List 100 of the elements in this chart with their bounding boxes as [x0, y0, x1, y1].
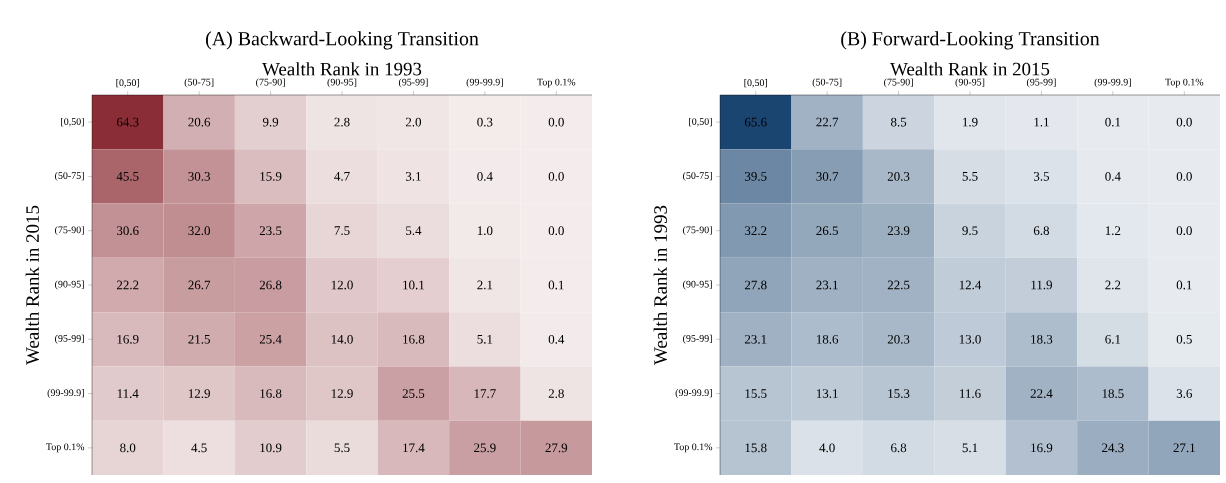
data-label: 22.5 [887, 280, 910, 290]
data-label: 5.5 [962, 172, 978, 181]
data-label: 9.5 [962, 226, 978, 236]
x-tick-label: (99-99.9] [1094, 78, 1131, 88]
data-label: 11.6 [960, 389, 981, 398]
data-label: 5.1 [477, 334, 493, 344]
y-tick-label: (75-90] [683, 226, 712, 236]
x-tick-label: [0,50] [744, 79, 768, 88]
x-tick-label: (75-90] [256, 78, 285, 88]
data-label: 11.4 [117, 389, 139, 398]
x-tick-label: (50-75] [184, 78, 214, 88]
data-label: 20.3 [887, 334, 910, 344]
data-label: 64.3 [116, 117, 139, 127]
data-label: 15.8 [745, 443, 767, 453]
data-label: 16.9 [1031, 443, 1053, 453]
x-tick-label: Top 0.1% [537, 78, 576, 88]
y-tick-label: [0,50] [61, 117, 84, 127]
data-label: 2.0 [405, 117, 422, 127]
data-label: 0.1 [548, 280, 564, 290]
y-tick-label: (90-95] [55, 280, 84, 290]
data-label: 14.0 [331, 334, 353, 344]
data-label: 9.9 [262, 117, 279, 127]
data-label: 23.1 [744, 334, 767, 344]
data-label: 4.5 [191, 443, 207, 453]
data-label: 15.5 [745, 389, 767, 398]
y-axis-title: Wealth Rank in 1993 [653, 205, 668, 365]
chart-title: (A) Backward-Looking Transition [206, 31, 479, 50]
data-label: 39.5 [745, 172, 767, 181]
x-axis-title: Wealth Rank in 1993 [262, 62, 422, 76]
data-label: 21.5 [188, 334, 210, 344]
data-label: 6.8 [1033, 226, 1050, 236]
data-label: 0.1 [1176, 280, 1192, 290]
data-label: 16.9 [117, 334, 139, 344]
data-label: 13.1 [816, 389, 838, 398]
data-label: 25.9 [474, 443, 496, 453]
y-tick-label: (50-75] [683, 171, 712, 181]
data-label: 0.4 [477, 172, 493, 181]
data-label: 27.9 [545, 443, 568, 453]
data-label: 30.7 [816, 172, 839, 181]
data-label: 0.0 [548, 226, 564, 236]
data-label: 5.1 [962, 443, 978, 453]
data-label: 6.8 [891, 443, 907, 453]
data-label: 20.3 [887, 172, 910, 181]
data-label: 15.3 [888, 389, 910, 398]
data-label: 0.4 [548, 334, 565, 344]
data-label: 2.2 [1105, 280, 1121, 290]
x-tick-label: (75-90] [884, 78, 913, 88]
data-label: 12.0 [331, 280, 353, 290]
data-label: 10.1 [403, 280, 424, 290]
data-label: 8.0 [120, 443, 136, 453]
data-label: 16.8 [260, 389, 282, 398]
data-label: 26.7 [188, 280, 211, 290]
data-label: 22.2 [116, 280, 139, 290]
data-label: 7.5 [334, 226, 350, 236]
y-tick-label: (90-95] [683, 280, 712, 290]
data-label: 1.9 [963, 117, 978, 127]
data-label: 3.1 [405, 172, 421, 181]
y-tick-label: (95-99] [683, 334, 712, 344]
data-label: 2.8 [334, 117, 350, 127]
y-axis-title: Wealth Rank in 2015 [25, 205, 40, 365]
data-label: 25.5 [402, 389, 425, 398]
x-tick-label: (90-95] [327, 78, 357, 88]
y-tick-label: (75-90] [55, 226, 84, 236]
x-tick-label: (99-99.9] [466, 78, 503, 88]
data-label: 8.5 [890, 117, 907, 127]
x-axis-title: Wealth Rank in 2015 [890, 62, 1050, 76]
y-tick-label: Top 0.1% [46, 443, 85, 453]
data-label: 5.5 [334, 443, 350, 453]
data-label: 10.9 [260, 443, 282, 453]
data-label: 12.9 [188, 389, 210, 398]
y-tick-label: [0,50] [689, 117, 712, 127]
data-label: 26.8 [259, 280, 282, 290]
data-label: 0.0 [548, 117, 564, 127]
data-label: 1.0 [477, 226, 493, 236]
data-label: 0.0 [1176, 226, 1192, 236]
data-label: 45.5 [116, 172, 139, 181]
y-tick-label: (95-99] [55, 334, 84, 344]
data-label: 1.2 [1105, 226, 1121, 236]
data-label: 15.9 [260, 172, 282, 181]
data-label: 26.5 [816, 226, 838, 236]
data-label: 0.0 [1176, 117, 1192, 127]
data-label: 2.1 [477, 280, 493, 290]
data-label: 30.6 [117, 226, 139, 236]
data-label: 2.8 [548, 389, 564, 398]
data-label: 3.6 [1176, 389, 1192, 398]
data-label: 0.4 [1105, 172, 1121, 181]
data-label: 24.3 [1102, 443, 1124, 453]
data-label: 20.6 [188, 117, 211, 127]
data-label: 32.2 [745, 226, 767, 236]
x-tick-label: (95-99] [398, 78, 428, 88]
y-tick-label: (99-99.9] [47, 389, 84, 399]
data-label: 12.4 [959, 280, 982, 290]
data-label: 0.0 [1176, 172, 1192, 181]
data-label: 23.5 [259, 226, 282, 236]
data-label: 22.7 [816, 117, 839, 127]
data-label: 13.0 [959, 334, 981, 344]
data-label: 23.1 [816, 280, 838, 290]
x-tick-label: (50-75] [812, 78, 842, 88]
data-label: 4.7 [334, 172, 350, 181]
x-tick-label: (90-95] [955, 78, 985, 88]
